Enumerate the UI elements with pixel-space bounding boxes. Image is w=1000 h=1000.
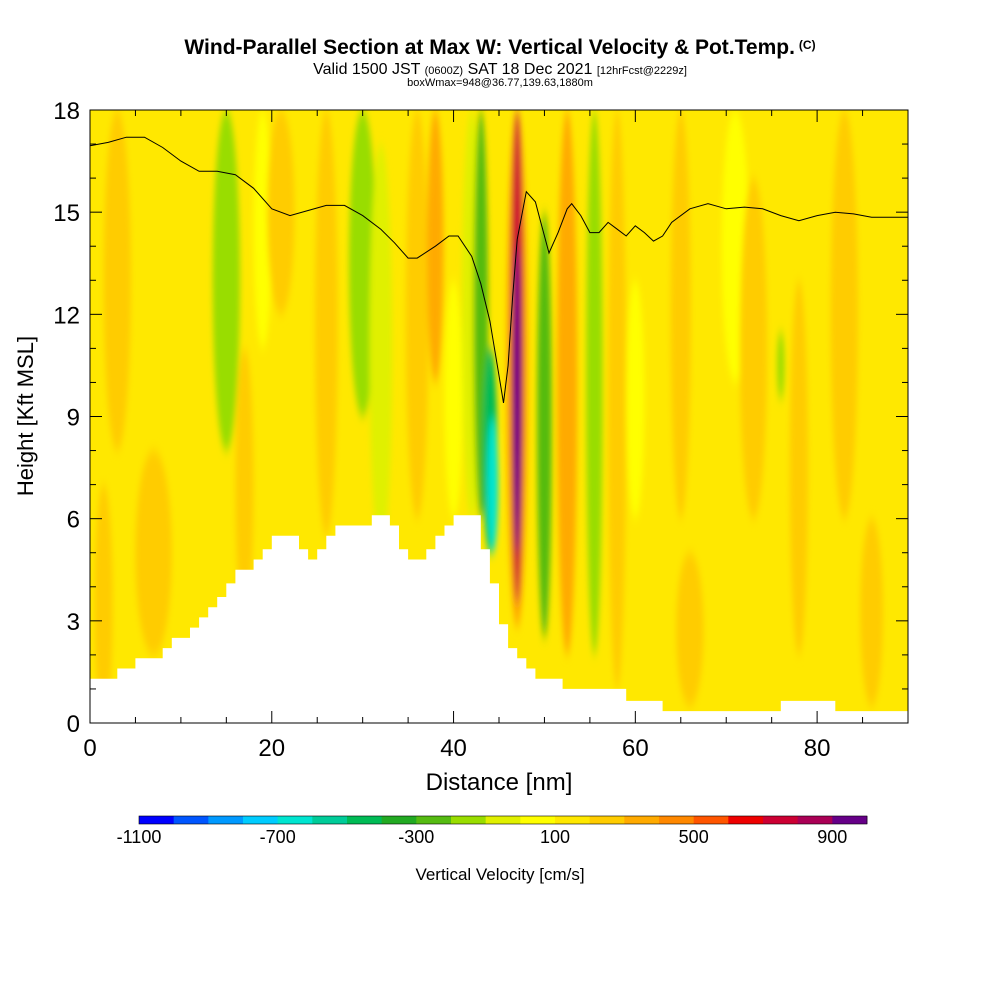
y-tick-label: 12	[53, 302, 80, 329]
x-tick-label: 0	[83, 735, 96, 762]
valid-date: SAT 18 Dec 2021	[467, 61, 593, 78]
colorbar-swatch	[277, 816, 313, 824]
velocity-feature-3	[212, 110, 240, 451]
colorbar-tick-label: 900	[817, 827, 847, 847]
colorbar-swatch	[832, 816, 868, 824]
forecast-info: [12hrFcst@2229z]	[596, 65, 687, 77]
colorbar-swatch	[312, 816, 348, 824]
velocity-feature-19	[513, 246, 521, 553]
y-tick-label: 3	[67, 609, 80, 636]
box-wmax-info: boxWmax=948@36.77,139.63,1880m	[407, 77, 593, 89]
colorbar-swatch	[555, 816, 591, 824]
colorbar-swatch	[659, 816, 695, 824]
velocity-feature-0	[94, 484, 113, 723]
y-tick-label: 9	[67, 405, 80, 432]
velocity-feature-2	[135, 450, 172, 655]
chart-title-main: Wind-Parallel Section at Max W: Vertical…	[184, 36, 795, 59]
velocity-field-features	[94, 110, 884, 723]
velocity-feature-8	[349, 110, 377, 417]
colorbar: -1100 -700 -300 100 500 900	[117, 815, 868, 847]
axes: 0 20 40 60 80 0 3 6 9 12 15 18	[53, 98, 909, 762]
colorbar-swatch	[728, 816, 764, 824]
x-tick-label: 20	[258, 735, 285, 762]
velocity-feature-28	[739, 178, 768, 519]
velocity-feature-5	[253, 110, 272, 349]
valid-utc: (0600Z)	[424, 65, 464, 77]
colorbar-swatch	[485, 816, 521, 824]
colorbar-swatch	[416, 816, 452, 824]
velocity-feature-22	[586, 110, 603, 655]
velocity-feature-7	[314, 110, 338, 536]
y-tick-label: 6	[67, 507, 80, 534]
colorbar-swatch	[520, 816, 556, 824]
colorbar-swatch	[139, 816, 175, 824]
colorbar-swatch	[797, 816, 833, 824]
velocity-feature-29	[777, 331, 785, 400]
velocity-feature-26	[676, 552, 704, 706]
valid-time: Valid 1500 JST	[313, 61, 421, 78]
plot-area	[90, 110, 908, 723]
colorbar-tick-label: -300	[398, 827, 434, 847]
velocity-feature-23	[608, 110, 627, 689]
colorbar-swatch	[173, 816, 209, 824]
copyright-mark: (C)	[798, 38, 816, 52]
colorbar-swatch	[693, 816, 729, 824]
colorbar-swatch	[589, 816, 625, 824]
colorbar-swatch	[243, 816, 279, 824]
x-axis-label: Distance [nm]	[426, 769, 573, 796]
colorbar-tick-label: -1100	[117, 827, 162, 847]
velocity-feature-16	[487, 416, 499, 553]
y-tick-label: 18	[53, 98, 80, 125]
terrain-mask	[90, 515, 908, 723]
colorbar-swatch	[347, 816, 383, 824]
velocity-feature-1	[103, 110, 131, 451]
velocity-feature-31	[830, 110, 859, 519]
colorbar-tick-label: 100	[540, 827, 570, 847]
colorbar-swatch	[208, 816, 244, 824]
velocity-feature-21	[557, 110, 578, 655]
x-tick-label: 80	[804, 735, 831, 762]
velocity-feature-32	[860, 518, 884, 706]
colorbar-swatch	[451, 816, 487, 824]
y-tick-label: 15	[53, 200, 80, 227]
colorbar-tick-label: -700	[260, 827, 296, 847]
chart-title: Wind-Parallel Section at Max W: Vertical…	[0, 36, 1000, 60]
x-tick-label: 40	[440, 735, 467, 762]
velocity-feature-10	[405, 110, 429, 519]
colorbar-label: Vertical Velocity [cm/s]	[415, 865, 584, 884]
velocity-feature-24	[626, 280, 645, 519]
y-tick-label: 0	[67, 711, 80, 738]
chart-subtitle: Valid 1500 JST (0600Z) SAT 18 Dec 2021 […	[0, 61, 1000, 79]
velocity-feature-9	[369, 144, 393, 553]
velocity-feature-4	[235, 348, 254, 621]
x-tick-label: 60	[622, 735, 649, 762]
velocity-feature-25	[670, 110, 691, 519]
colorbar-swatch	[624, 816, 660, 824]
colorbar-swatch	[763, 816, 799, 824]
colorbar-tick-label: 500	[679, 827, 709, 847]
velocity-feature-30	[789, 280, 809, 655]
velocity-feature-12	[444, 280, 463, 519]
colorbar-frame	[138, 815, 868, 825]
y-axis-label: Height [Kft MSL]	[13, 336, 38, 496]
potential-temperature-contour	[90, 136, 908, 403]
velocity-feature-20	[537, 212, 552, 638]
colorbar-swatch	[381, 816, 417, 824]
